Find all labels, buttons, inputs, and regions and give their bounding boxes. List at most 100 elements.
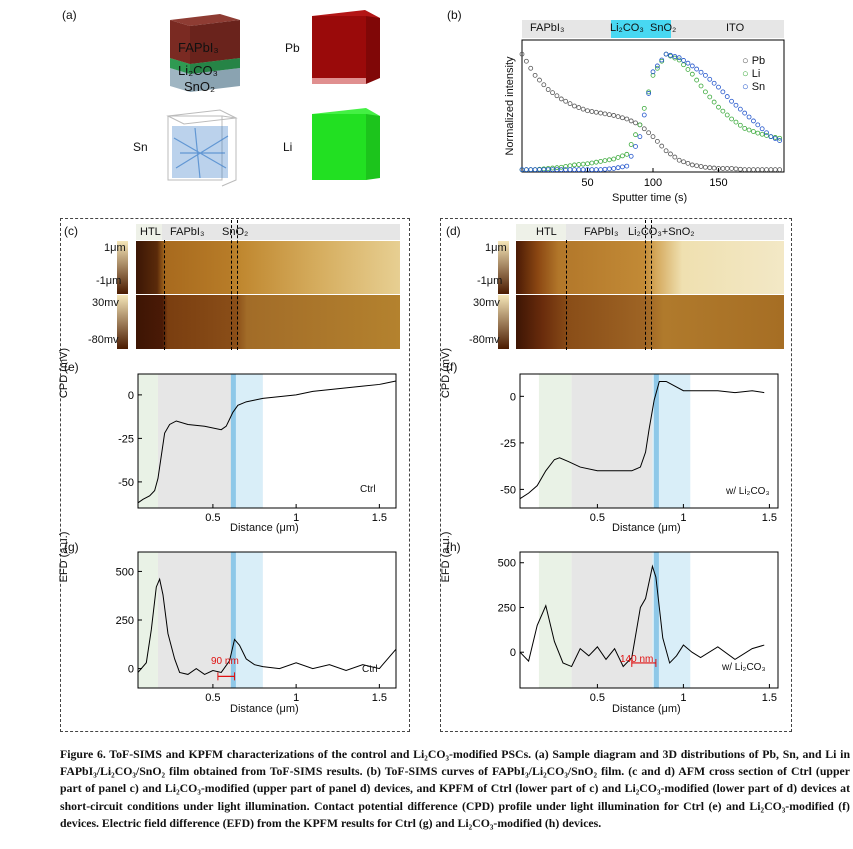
afm-scale-bottom-ctrl: -1μm (96, 275, 122, 287)
point-li (624, 151, 630, 157)
divider-sno2-left-ctrl (231, 220, 232, 350)
point-pb (702, 164, 708, 170)
cube-label-sn: Sn (133, 140, 148, 154)
point-pb (580, 106, 586, 112)
chart-b-xlabel: Sputter time (s) (612, 192, 688, 204)
point-sn (733, 102, 739, 108)
li2co3-highlight (611, 20, 671, 38)
x-tick-label: 1.5 (762, 512, 777, 524)
x-tick-label: 100 (644, 177, 662, 189)
kpfm-scale-top-ctrl: 30mv (92, 297, 119, 309)
point-pb (537, 77, 542, 83)
chart-g-xlabel: Distance (μm) (230, 703, 299, 715)
point-sn (576, 167, 582, 173)
point-pb (545, 87, 551, 92)
point-sn (694, 66, 700, 72)
chart-e-xlabel: Distance (μm) (230, 522, 299, 534)
y-tick-label: 0 (128, 390, 134, 402)
point-sn (624, 163, 630, 169)
kpfm-colorbar-ctrl (117, 295, 128, 349)
point-pb (742, 167, 748, 173)
kpfm-scale-bottom-ctrl: -80mv (88, 334, 119, 346)
series-line (137, 577, 397, 675)
point-pb (772, 167, 778, 173)
point-pb (755, 167, 761, 173)
panel-d-label: (d) (446, 224, 461, 238)
chart-e-frame (137, 373, 397, 509)
point-pb (698, 164, 704, 169)
point-sn (720, 89, 726, 95)
point-pb (567, 101, 573, 107)
point-pb (602, 111, 608, 117)
point-pb (620, 115, 625, 121)
series-line (519, 380, 765, 500)
point-sn (593, 167, 599, 173)
region-sno2 (232, 552, 263, 688)
legend-item-sn: ○ Sn (742, 81, 766, 93)
afm-scale-top-ctrl: 1μm (104, 242, 126, 254)
y-tick-label: -25 (500, 438, 516, 450)
x-tick-label: 1 (293, 512, 299, 524)
point-sn (663, 51, 669, 57)
point-pb (628, 118, 634, 124)
point-pb (611, 113, 617, 118)
point-li (580, 161, 586, 167)
interface-stripe (230, 374, 236, 508)
point-pb (685, 160, 691, 166)
chart-g-annotation: 90 nm (211, 656, 239, 667)
bar-label-fapbi3: FAPbI₃ (530, 22, 565, 34)
region-htl (538, 374, 572, 508)
x-tick-label: 0.5 (590, 512, 605, 524)
point-pb (563, 98, 569, 104)
chart-h-frame (519, 551, 779, 689)
point-li (637, 122, 643, 128)
chart-g-ylabel: EFD (a.u.) (58, 531, 70, 583)
chart-h-annotation: 140 nm (620, 654, 654, 665)
point-li (628, 142, 634, 147)
point-li (650, 72, 656, 78)
point-pb (681, 159, 686, 165)
point-li (759, 131, 765, 137)
series-line (137, 380, 397, 504)
y-tick-label: -50 (118, 477, 134, 489)
point-sn (672, 54, 678, 59)
point-pb (676, 157, 682, 163)
chart-f-tag: w/ Li₂CO₃ (726, 486, 770, 497)
chart-e-tag: Ctrl (360, 484, 376, 495)
caption-body: (a) Sample diagram and 3D distributions … (60, 747, 851, 830)
point-sn (737, 106, 743, 112)
region-fapbi3 (571, 552, 653, 688)
series-line (519, 564, 765, 668)
point-sn (611, 166, 617, 171)
pb-cube (312, 10, 380, 84)
point-pb (737, 166, 743, 172)
point-sn (598, 167, 603, 173)
point-li (620, 153, 625, 159)
region-htl (538, 552, 572, 688)
bar-label-li2co3: Li₂CO₃ (610, 22, 644, 34)
point-li (646, 89, 652, 95)
bar-label-fapbi3: FAPbI₃ (170, 226, 205, 238)
point-pb (654, 138, 660, 144)
point-pb (720, 166, 726, 171)
chart-f-xlabel: Distance (μm) (612, 522, 681, 534)
point-li (698, 83, 704, 89)
point-pb (759, 167, 765, 173)
point-sn (724, 94, 730, 99)
panel-c-label: (c) (64, 224, 78, 238)
point-sn (689, 63, 695, 69)
point-li (576, 162, 582, 167)
y-tick-label: 500 (116, 566, 134, 578)
chart-b: 50 100 150 (519, 39, 785, 189)
chart-f-ylabel: CPD (mV) (440, 347, 452, 399)
interface-stripe (653, 552, 659, 688)
panel-box-ctrl (60, 218, 410, 732)
panel-f-label: (f) (446, 360, 458, 374)
chart-h-tag: w/ Li₂CO₃ (722, 662, 766, 673)
point-li (729, 116, 735, 122)
x-tick-label: 1 (680, 692, 686, 704)
point-pb (572, 103, 577, 109)
point-pb (585, 108, 590, 114)
point-pb (663, 148, 669, 154)
point-pb (764, 167, 769, 173)
